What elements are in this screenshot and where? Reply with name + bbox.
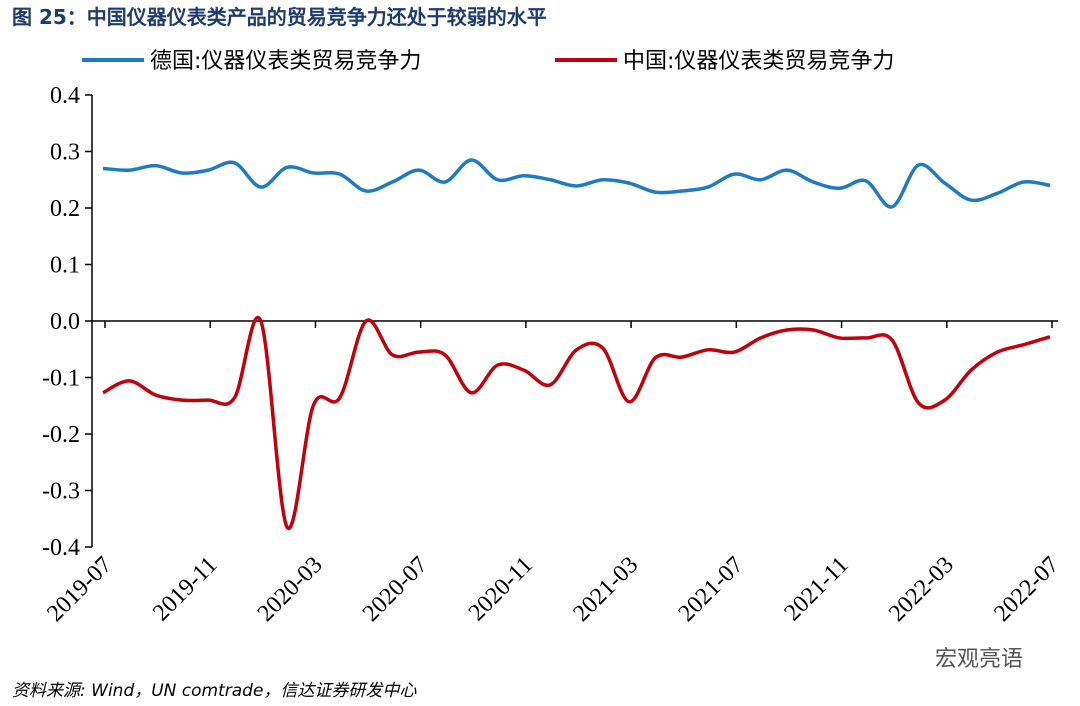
x-tick-label: 2020-07: [358, 552, 433, 627]
y-tick-label: -0.4: [42, 535, 80, 561]
x-tick-label: 2020-11: [464, 552, 538, 626]
x-tick-label: 2020-03: [253, 552, 328, 627]
watermark: 宏观亮语: [935, 647, 1023, 672]
x-tick-label: 2021-07: [674, 552, 749, 627]
x-tick-label: 2019-11: [148, 552, 222, 626]
legend-label: 中国:仪器仪表类贸易竞争力: [623, 49, 894, 74]
x-tick-label: 2022-07: [989, 552, 1064, 627]
y-tick-label: 0.3: [50, 140, 80, 166]
x-tick-label: 2021-03: [568, 552, 643, 627]
x-tick-label: 2022-03: [884, 552, 959, 627]
y-tick-label: -0.1: [42, 366, 80, 392]
legend-label: 德国:仪器仪表类贸易竞争力: [150, 49, 421, 74]
y-tick-label: 0.1: [50, 253, 80, 279]
y-tick-label: -0.3: [42, 479, 80, 505]
source-note: 资料来源: Wind，UN comtrade，信达证券研发中心: [12, 681, 417, 701]
x-tick-label: 2021-11: [779, 552, 853, 626]
y-tick-label: 0.4: [50, 83, 80, 109]
y-tick-label: 0.0: [50, 309, 80, 335]
series-line: [102, 158, 1051, 209]
y-tick-label: -0.2: [42, 422, 80, 448]
chart-title: 图 25：中国仪器仪表类产品的贸易竞争力还处于较弱的水平: [12, 5, 547, 29]
y-tick-label: 0.2: [50, 196, 80, 222]
series-line: [102, 315, 1051, 531]
x-tick-label: 2019-07: [42, 552, 117, 627]
